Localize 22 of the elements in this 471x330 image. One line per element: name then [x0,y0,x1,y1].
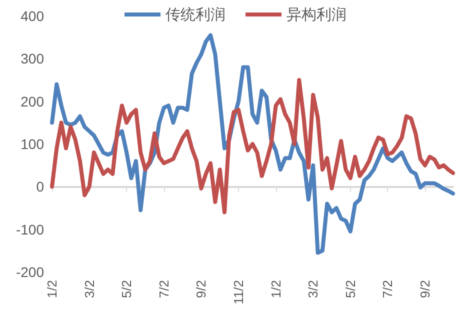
line-series [50,33,455,255]
x-tick-label: 3/2 [82,280,97,298]
x-tick-label: 11/2 [231,280,246,304]
x-tick-label: 5/2 [119,280,134,298]
x-tick-label: 1/2 [268,280,284,298]
y-tick-label: 0 [36,178,44,195]
y-tick-label: 100 [20,136,44,152]
x-tick-label: 9/2 [418,280,433,298]
y-tick-label: 400 [20,8,44,24]
legend-label: 异构利润 [286,6,346,24]
x-tick-label: 7/2 [156,280,172,298]
x-tick-label: 5/2 [342,280,358,298]
y-tick-label: -200 [16,264,44,280]
y-tick-label: -100 [16,221,44,238]
y-tick-label: 300 [20,50,44,67]
x-tick-label: 7/2 [380,280,396,298]
legend-label: 传统利润 [166,6,226,24]
y-tick-label: 200 [20,93,44,110]
line-series [50,78,455,214]
x-tick-label: 1/2 [44,280,60,298]
x-tick-label: 3/2 [306,280,321,298]
x-tick-label: 9/2 [194,280,209,298]
